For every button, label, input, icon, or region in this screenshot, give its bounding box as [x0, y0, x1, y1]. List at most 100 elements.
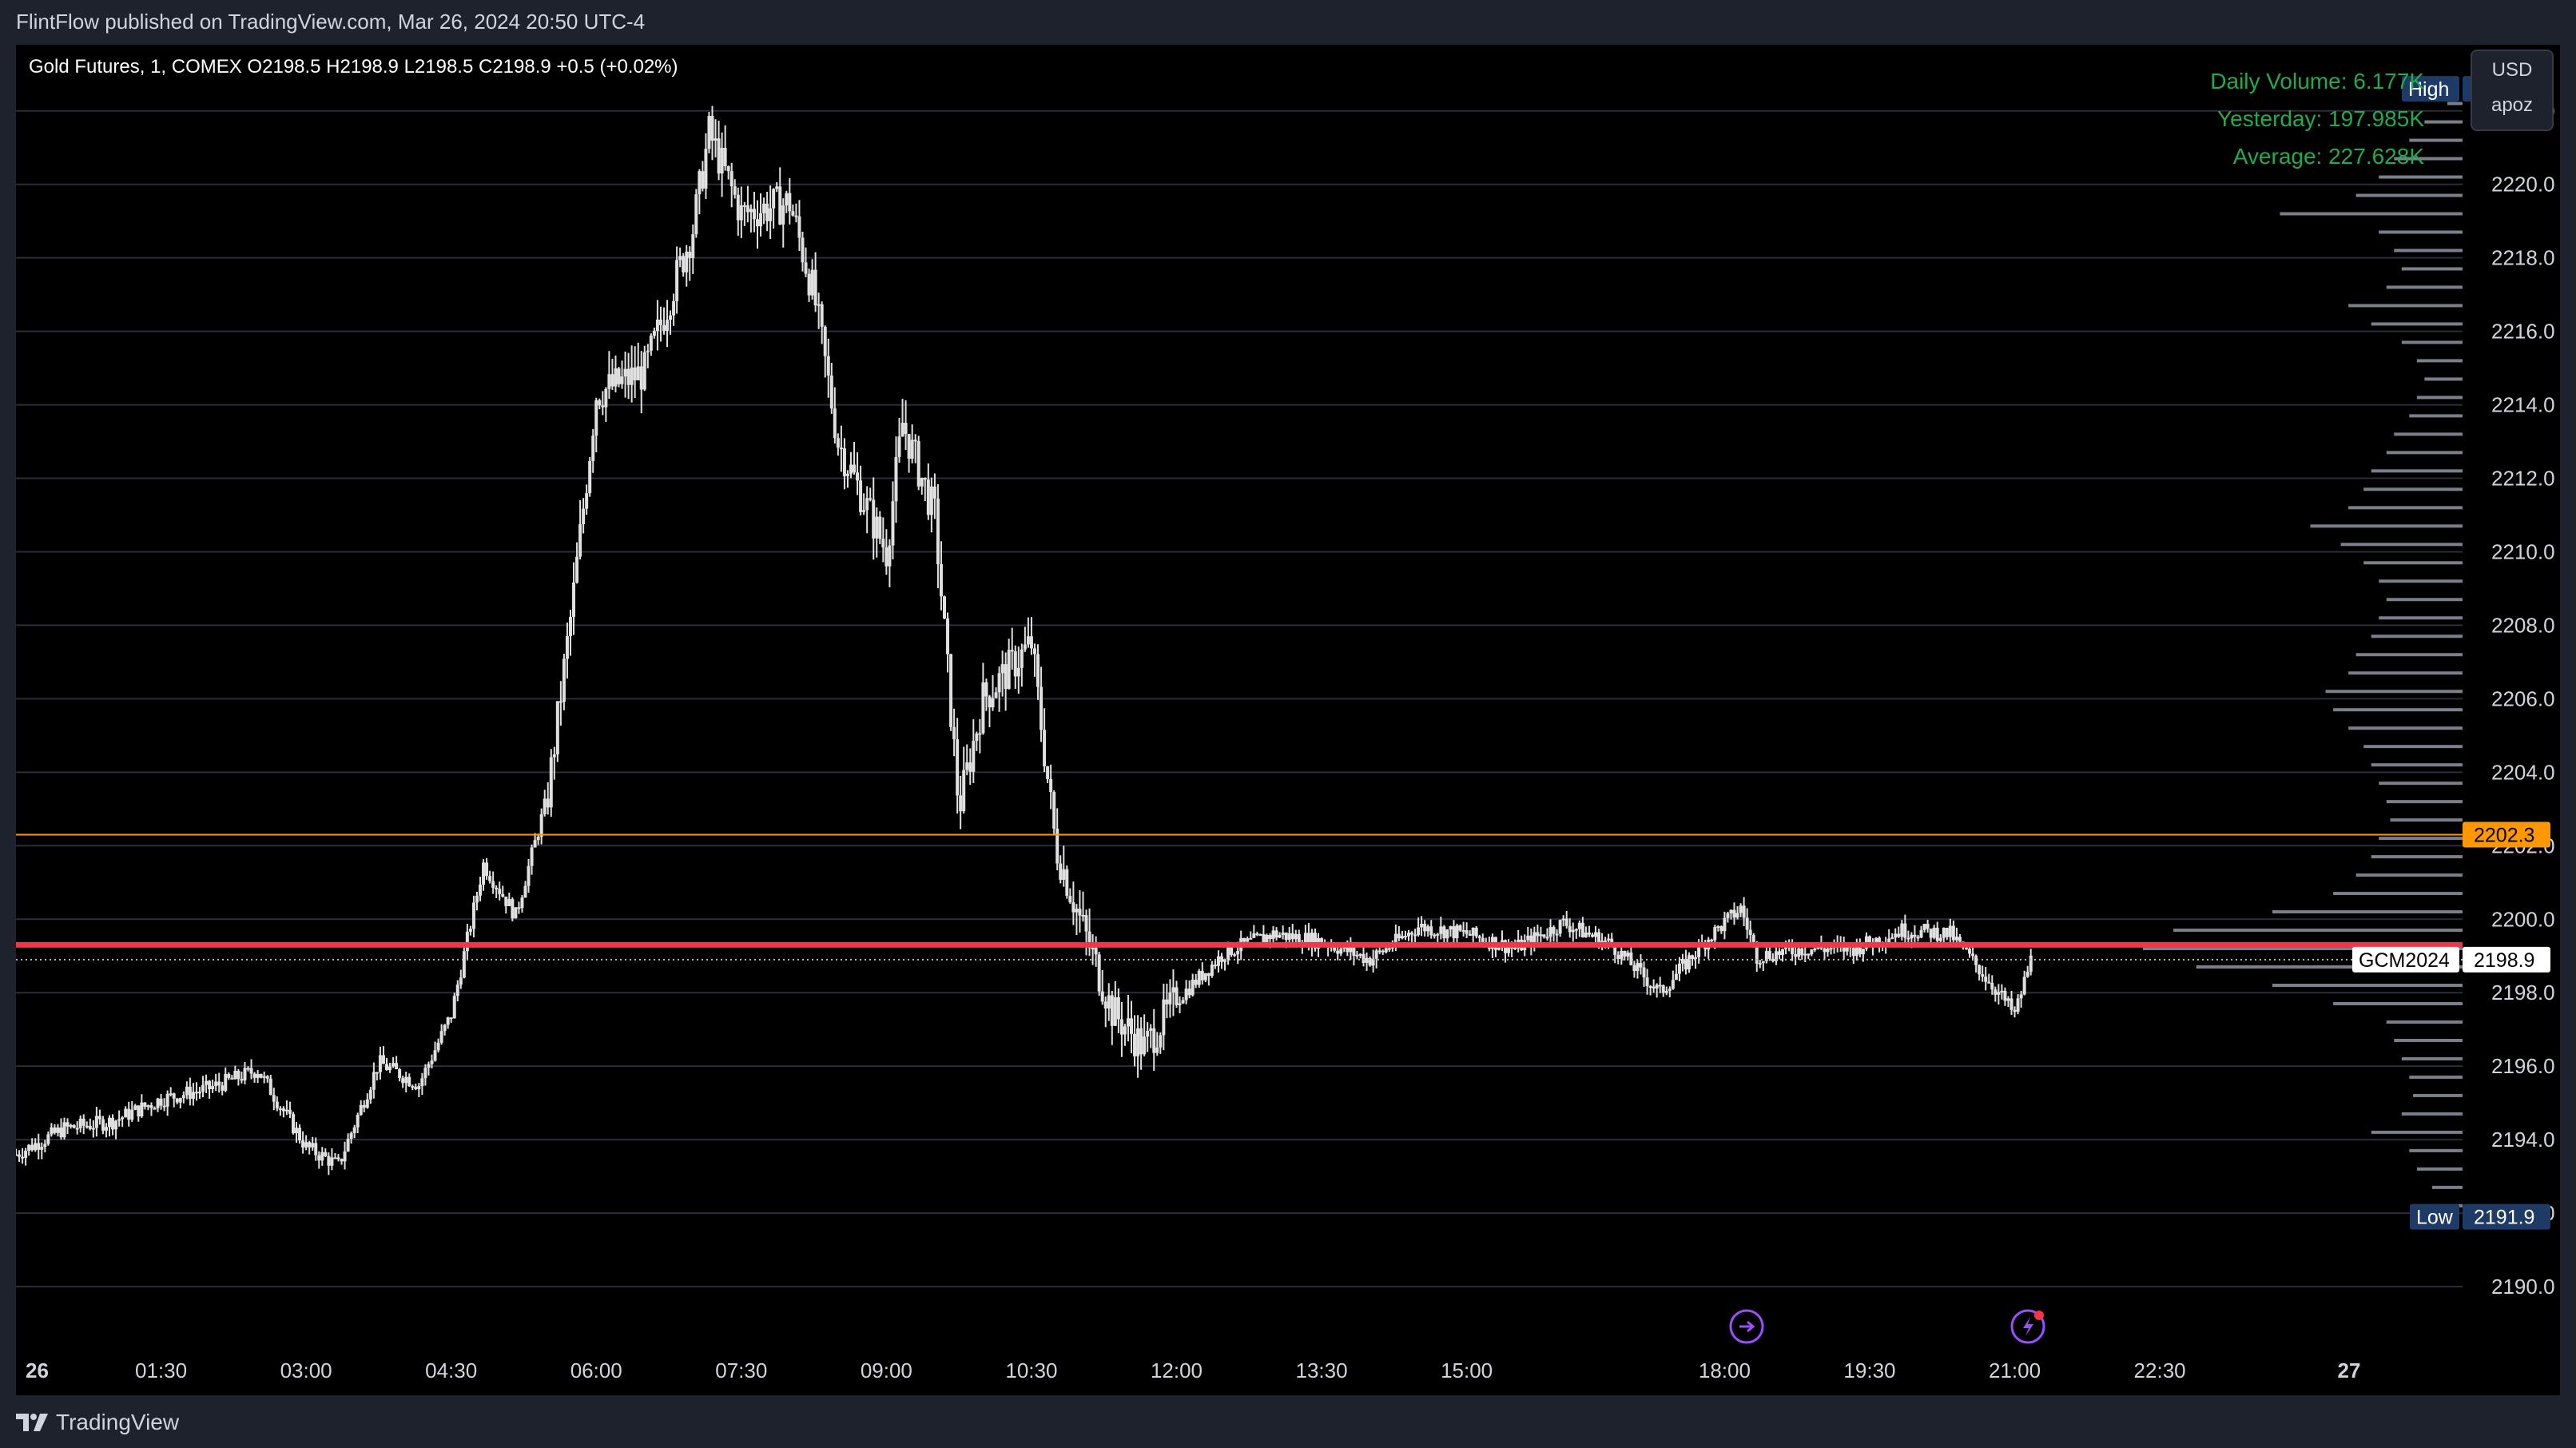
candle-body: [742, 205, 746, 207]
candle-body: [375, 1072, 379, 1074]
candle-body: [252, 1073, 256, 1078]
candle-body: [485, 862, 489, 877]
candle-body: [21, 1156, 25, 1159]
candle-body: [523, 885, 527, 898]
volume-profile-bar: [2409, 414, 2463, 418]
candle-body: [140, 1102, 144, 1117]
candle-body: [1336, 950, 1340, 954]
candle-body: [1742, 905, 1746, 918]
candle-body: [1210, 965, 1214, 977]
candle-body: [929, 486, 933, 515]
candle-body: [330, 1157, 334, 1166]
candle-body: [794, 215, 798, 217]
candle-body: [479, 884, 482, 896]
tradingview-logo[interactable]: TradingView: [16, 1410, 179, 1435]
candle-body: [610, 374, 614, 387]
candle-body: [555, 701, 559, 755]
candle-body: [1016, 667, 1020, 677]
candle-body: [932, 486, 936, 499]
volume-profile-bar: [2424, 120, 2463, 124]
candle-body: [1719, 926, 1723, 932]
candle-body: [1284, 933, 1288, 941]
candle-body: [1171, 987, 1175, 993]
candle-body: [262, 1076, 266, 1078]
candle-body: [298, 1128, 302, 1141]
candle-body: [146, 1105, 150, 1108]
candle-body: [817, 304, 821, 306]
candle-body: [1278, 935, 1282, 938]
candle-body: [37, 1143, 41, 1150]
volume-profile-bar: [2394, 249, 2463, 253]
candle-body: [1774, 951, 1778, 961]
candle-body: [801, 237, 805, 263]
candle-body: [1900, 923, 1904, 937]
candle-body: [495, 887, 499, 889]
candle-body: [221, 1085, 225, 1091]
volume-profile-bar: [2363, 487, 2463, 491]
candle-body: [1810, 949, 1814, 955]
candle-body: [1377, 950, 1381, 953]
candle-body: [314, 1143, 318, 1156]
chart-pane[interactable]: 2222.02220.02218.02216.02214.02212.02210…: [16, 45, 2560, 1395]
candle-body: [427, 1064, 431, 1068]
volume-profile-bar: [2394, 157, 2463, 161]
candle-body: [1339, 948, 1343, 954]
volume-profile-bar: [2386, 800, 2463, 804]
low-value-label-bg: [2463, 1203, 2550, 1230]
volume-profile-bar: [2333, 1002, 2463, 1005]
tradingview-icon: [16, 1414, 48, 1431]
price-chart[interactable]: 2222.02220.02218.02216.02214.02212.02210…: [16, 45, 2560, 1395]
candle-body: [88, 1126, 92, 1129]
currency-label[interactable]: USD: [2491, 59, 2533, 81]
candle-body: [459, 977, 463, 985]
candle-body: [726, 165, 730, 172]
candle-body: [165, 1093, 169, 1107]
candle-body: [324, 1152, 328, 1156]
candle-body: [568, 616, 572, 637]
candle-body: [392, 1063, 396, 1067]
candle-body: [649, 336, 653, 351]
lightning-event-icon: [2010, 1309, 2045, 1344]
candle-body: [1355, 954, 1359, 957]
candle-body: [149, 1105, 153, 1108]
candle-body: [159, 1098, 163, 1106]
candle-body: [304, 1142, 308, 1148]
candle-body: [1358, 953, 1362, 956]
volume-profile-bar: [2371, 855, 2463, 859]
candle-body: [1136, 1028, 1140, 1056]
candle-body: [636, 366, 640, 380]
candle-body: [682, 256, 686, 272]
candle-body: [178, 1098, 182, 1103]
y-tick-label: 2212.0: [2491, 467, 2555, 491]
x-tick-label: 19:30: [1843, 1358, 1895, 1382]
candle-body: [1648, 986, 1652, 989]
volume-profile-bar: [2348, 506, 2463, 510]
candle-body: [1713, 927, 1717, 941]
candle-body: [604, 388, 608, 408]
volume-profile-bar: [2371, 763, 2463, 767]
candle-body: [881, 539, 885, 548]
candle-body: [1913, 934, 1917, 937]
candles-group: [16, 105, 2033, 1176]
scale-settings[interactable]: USD apoz: [2471, 50, 2554, 131]
candle-body: [240, 1079, 244, 1081]
candle-body: [284, 1109, 288, 1112]
candle-body: [381, 1055, 385, 1064]
candle-body: [1219, 956, 1223, 962]
candle-body: [511, 899, 515, 919]
volume-profile-bar: [2280, 212, 2463, 216]
candle-body: [565, 636, 569, 659]
candle-body: [359, 1104, 363, 1116]
candle-body: [1458, 925, 1462, 931]
candle-body: [143, 1102, 147, 1107]
candle-body: [1532, 932, 1536, 947]
candle-body: [101, 1119, 105, 1131]
candle-body: [1175, 987, 1179, 1005]
candle-body: [205, 1080, 209, 1085]
candle-body: [704, 149, 708, 189]
candle-body: [388, 1066, 392, 1071]
scale-mode-label[interactable]: apoz: [2491, 94, 2534, 116]
volume-profile-bar: [2333, 708, 2463, 712]
candle-body: [701, 171, 705, 189]
candle-body: [27, 1144, 31, 1151]
